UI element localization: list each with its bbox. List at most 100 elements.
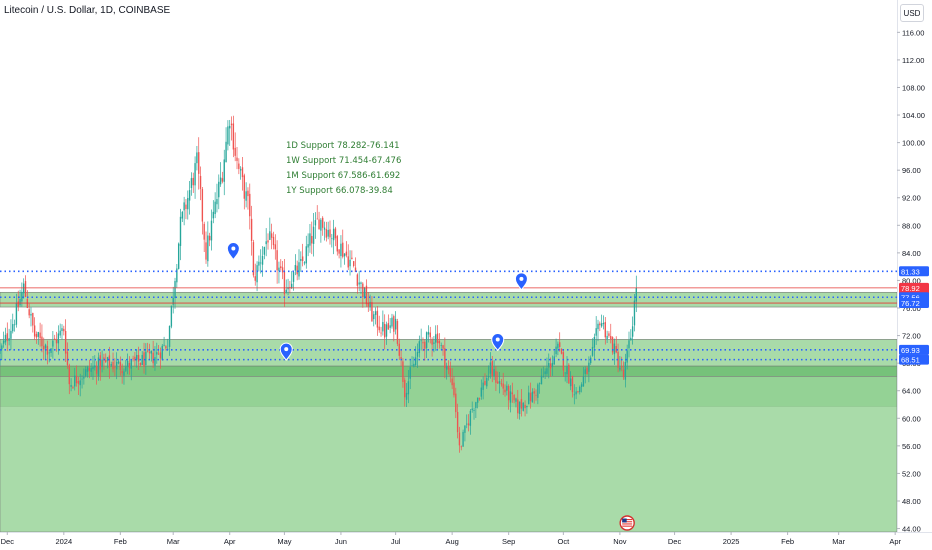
candle <box>511 382 514 403</box>
candle <box>509 385 512 413</box>
candle <box>462 429 464 447</box>
pin-shape <box>279 342 293 361</box>
price-axis[interactable]: 116.00 112.00 108.00 104.00 100.00 96.00 92.00… <box>897 0 925 534</box>
candle <box>64 319 67 363</box>
candle-body <box>43 345 45 350</box>
candle-body <box>400 357 402 360</box>
candle-body <box>551 362 554 367</box>
candle-body <box>380 332 382 334</box>
candle <box>123 368 125 385</box>
candle-body <box>243 175 245 199</box>
currency-button[interactable]: USD <box>900 4 924 22</box>
map-markers[interactable] <box>226 242 635 531</box>
x-tick-label: Mar <box>832 537 845 546</box>
candle <box>582 366 585 387</box>
location-pin-icon[interactable] <box>279 342 293 361</box>
candlestick-series <box>0 115 637 453</box>
price-label-bg <box>899 354 929 365</box>
candle-body <box>185 204 187 210</box>
candle-body <box>522 402 524 411</box>
candle-body <box>278 267 280 271</box>
y-tick-label: 60.00 <box>902 414 921 423</box>
candle <box>424 339 426 361</box>
candle <box>413 356 415 368</box>
candle-body <box>99 355 101 370</box>
pin-dot <box>519 276 524 281</box>
candle <box>600 314 603 328</box>
candle <box>165 345 167 351</box>
candle-body <box>72 387 74 388</box>
candle-body <box>473 410 475 411</box>
candle-body <box>232 123 235 150</box>
price-label-text: 69.93 <box>901 346 920 355</box>
us-flag-event-icon[interactable] <box>619 515 635 531</box>
candle <box>46 340 49 365</box>
price-label-text: 68.51 <box>901 356 920 365</box>
candle-body <box>112 361 114 370</box>
candle <box>575 386 577 400</box>
location-pin-icon[interactable] <box>514 272 528 291</box>
candle <box>436 325 439 349</box>
candle-body <box>387 323 390 330</box>
candle <box>560 348 563 355</box>
y-tick-label: 108.00 <box>902 83 925 92</box>
candle-body <box>10 330 12 339</box>
candle <box>595 316 597 345</box>
candle-body <box>269 231 271 240</box>
candle-body <box>555 346 557 355</box>
candle-body <box>8 338 10 341</box>
candle-body <box>535 394 537 396</box>
candle-body <box>480 387 483 397</box>
candle-body <box>227 126 229 145</box>
candle <box>179 208 182 261</box>
candle-body <box>210 220 213 241</box>
candle <box>300 251 302 272</box>
candle-body <box>260 262 262 264</box>
candle <box>331 233 333 248</box>
flag-stripe <box>622 523 633 525</box>
candle <box>407 370 410 404</box>
candle-body <box>351 257 353 260</box>
x-tick-label: Apr <box>224 537 236 546</box>
candle-body <box>466 423 468 425</box>
candle-body <box>161 345 163 360</box>
candle-body <box>90 368 92 372</box>
candle <box>325 221 328 242</box>
candle-body <box>360 282 362 284</box>
candle-body <box>2 340 5 344</box>
zone-1y-support <box>0 376 898 533</box>
candle-body <box>46 346 49 355</box>
candle-body <box>617 351 619 368</box>
candle <box>35 331 38 344</box>
candle-body <box>577 391 579 392</box>
time-axis[interactable]: Dec 2024 Feb Mar Apr May Jun Jul Aug Sep Oct Nov Dec… <box>0 532 932 546</box>
candle <box>591 338 594 357</box>
candle <box>467 414 470 432</box>
x-tick-label: 2025 <box>723 537 740 546</box>
candle-body <box>141 354 143 365</box>
location-pin-icon[interactable] <box>491 332 505 352</box>
candle <box>132 355 134 362</box>
candle <box>15 293 18 328</box>
candle-body <box>252 242 255 276</box>
candle-body <box>223 159 225 182</box>
x-tick-label: Aug <box>445 537 458 546</box>
flag-canton <box>622 518 627 523</box>
candle-body <box>88 367 91 371</box>
candle <box>486 375 488 389</box>
location-pin-icon[interactable] <box>226 242 240 261</box>
x-tick-label: Dec <box>668 537 682 546</box>
candle-body <box>568 364 570 384</box>
candle <box>281 260 284 280</box>
candle-body <box>402 361 404 382</box>
candle <box>152 340 154 369</box>
candle <box>241 157 244 191</box>
candle <box>522 402 524 412</box>
y-tick-label: 48.00 <box>902 497 921 506</box>
candle-body <box>507 386 510 401</box>
candle <box>274 234 276 260</box>
candle-body <box>409 367 411 379</box>
candle-body <box>471 408 473 411</box>
candle <box>126 353 129 375</box>
